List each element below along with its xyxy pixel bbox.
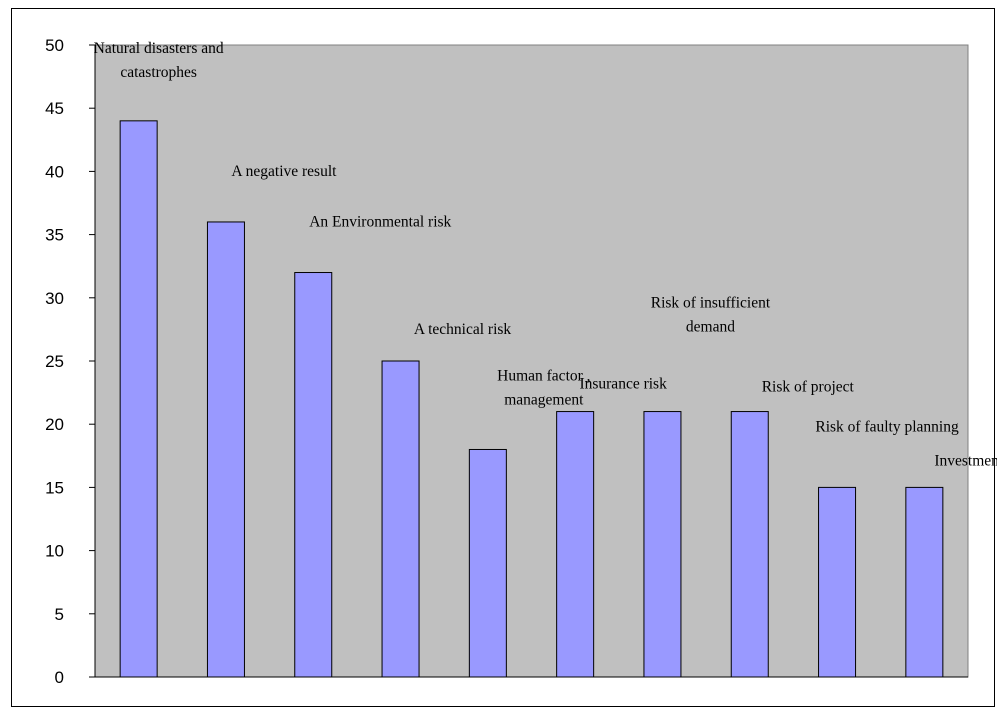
bar-label: Risk of insufficient demand bbox=[651, 295, 771, 336]
bar-label-line: A negative result bbox=[231, 163, 337, 180]
bar-label: A negative result bbox=[231, 163, 337, 180]
bar-label: Risk of faulty planning bbox=[815, 418, 959, 435]
bar-label-line: Risk of project bbox=[762, 379, 855, 396]
bar-label: An Environmental risk bbox=[309, 214, 451, 231]
y-axis-ticks: 0 5 10 15 20 25 30 35 40 45 50 bbox=[45, 36, 95, 687]
bar-label: Human factor , management bbox=[497, 367, 590, 408]
bar-label-line: Investment risk bbox=[934, 452, 997, 469]
y-tick-label: 0 bbox=[55, 668, 64, 687]
y-tick-label: 15 bbox=[45, 478, 64, 497]
bar bbox=[381, 360, 420, 678]
bar-label-line: An Environmental risk bbox=[309, 214, 451, 231]
y-tick-label: 50 bbox=[45, 36, 64, 55]
bar-label: Investment risk bbox=[934, 452, 997, 469]
bar-label-line: Natural disasters and bbox=[94, 40, 224, 57]
bar-label: Natural disasters and catastrophes bbox=[94, 40, 224, 81]
bar-label-line: demand bbox=[686, 319, 735, 336]
y-tick-label: 5 bbox=[55, 605, 64, 624]
bar-label-line: A technical risk bbox=[414, 321, 512, 338]
bar-label-line: catastrophes bbox=[120, 64, 197, 81]
y-tick-label: 25 bbox=[45, 352, 64, 371]
bar bbox=[905, 486, 944, 678]
bar bbox=[730, 411, 769, 678]
bars bbox=[119, 120, 944, 678]
bar bbox=[818, 486, 857, 678]
bar-label: Risk of project bbox=[762, 379, 855, 396]
bar bbox=[294, 272, 333, 678]
y-tick-label: 35 bbox=[45, 226, 64, 245]
bar-label: A technical risk bbox=[414, 321, 512, 338]
bar bbox=[206, 221, 245, 678]
bar-label-line: management bbox=[504, 391, 584, 408]
bar bbox=[468, 448, 507, 678]
bar-label-line: Risk of faulty planning bbox=[815, 418, 959, 435]
bar-label: Insurance risk bbox=[579, 376, 667, 393]
bar-label-line: Insurance risk bbox=[579, 376, 667, 393]
y-tick-label: 40 bbox=[45, 162, 64, 181]
bar-labels: Natural disasters and catastrophes A negat… bbox=[94, 40, 997, 470]
y-tick-label: 10 bbox=[45, 542, 64, 561]
bar-label-line: Human factor , bbox=[497, 367, 590, 384]
bar bbox=[556, 411, 595, 678]
bar-label-line: Risk of insufficient bbox=[651, 295, 771, 312]
y-tick-label: 20 bbox=[45, 415, 64, 434]
y-tick-label: 45 bbox=[45, 99, 64, 118]
bar bbox=[643, 411, 682, 678]
y-tick-label: 30 bbox=[45, 289, 64, 308]
bar bbox=[119, 120, 158, 678]
